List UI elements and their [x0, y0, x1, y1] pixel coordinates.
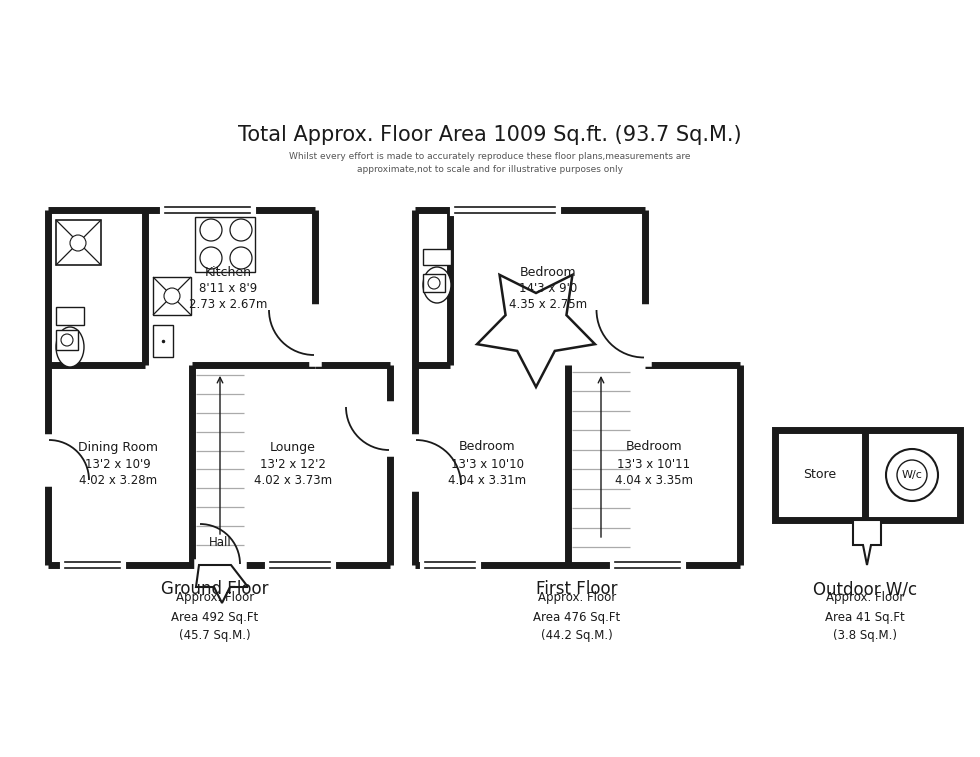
Circle shape	[164, 288, 180, 304]
Text: Store: Store	[804, 469, 837, 481]
Text: Hall: Hall	[209, 535, 231, 549]
Text: 13'3 x 10'11: 13'3 x 10'11	[617, 457, 691, 471]
Text: 13'2 x 12'2: 13'2 x 12'2	[260, 457, 326, 471]
Bar	[56, 220, 101, 265]
Text: Lounge: Lounge	[270, 441, 316, 453]
Text: 8'11 x 8'9: 8'11 x 8'9	[199, 282, 257, 295]
Ellipse shape	[423, 267, 451, 303]
Circle shape	[200, 219, 222, 241]
Text: Approx. Floor
Area 492 Sq.Ft
(45.7 Sq.M.): Approx. Floor Area 492 Sq.Ft (45.7 Sq.M.…	[172, 591, 259, 643]
Bar	[423, 249, 451, 265]
Text: 4.02 x 3.73m: 4.02 x 3.73m	[254, 473, 332, 487]
Bar	[153, 277, 191, 315]
Circle shape	[200, 247, 222, 269]
Circle shape	[886, 449, 938, 501]
Text: Bedroom: Bedroom	[459, 441, 515, 453]
Circle shape	[61, 334, 73, 346]
Bar	[775, 430, 960, 520]
Circle shape	[230, 247, 252, 269]
Polygon shape	[196, 565, 248, 603]
Text: 13'2 x 10'9: 13'2 x 10'9	[85, 457, 151, 471]
Text: Dining Room: Dining Room	[78, 441, 158, 453]
Text: Approx. Floor
Area 476 Sq.Ft
(44.2 Sq.M.): Approx. Floor Area 476 Sq.Ft (44.2 Sq.M.…	[533, 591, 620, 643]
Bar	[195, 217, 255, 272]
Bar	[56, 307, 84, 325]
Text: Bedroom: Bedroom	[519, 266, 576, 279]
Circle shape	[70, 235, 86, 251]
Text: First Floor: First Floor	[536, 580, 617, 598]
Text: Approx. Floor
Area 41 Sq.Ft
(3.8 Sq.M.): Approx. Floor Area 41 Sq.Ft (3.8 Sq.M.)	[825, 591, 905, 643]
Text: 4.04 x 3.31m: 4.04 x 3.31m	[448, 473, 526, 487]
Text: 4.04 x 3.35m: 4.04 x 3.35m	[615, 473, 693, 487]
Text: 13'3 x 10'10: 13'3 x 10'10	[451, 457, 523, 471]
Bar	[56, 330, 78, 350]
Bar	[423, 274, 445, 292]
Text: 4.02 x 3.28m: 4.02 x 3.28m	[79, 473, 157, 487]
Circle shape	[230, 219, 252, 241]
Polygon shape	[853, 520, 881, 565]
Text: Outdoor W/c: Outdoor W/c	[813, 580, 917, 598]
Text: 14'3 x 9'0: 14'3 x 9'0	[518, 282, 577, 295]
Text: Total Approx. Floor Area 1009 Sq.ft. (93.7 Sq.M.): Total Approx. Floor Area 1009 Sq.ft. (93…	[238, 125, 742, 145]
Text: Whilst every effort is made to accurately reproduce these floor plans,measuremen: Whilst every effort is made to accuratel…	[289, 152, 691, 174]
Text: Ground Floor: Ground Floor	[162, 580, 269, 598]
Bar	[153, 325, 173, 357]
Text: W/c: W/c	[902, 470, 922, 480]
Polygon shape	[477, 275, 595, 387]
Text: Bedroom: Bedroom	[625, 441, 682, 453]
Ellipse shape	[56, 327, 84, 367]
Text: Kitchen: Kitchen	[205, 266, 252, 279]
Text: 2.73 x 2.67m: 2.73 x 2.67m	[189, 298, 268, 311]
Circle shape	[428, 277, 440, 289]
Text: 4.35 x 2.75m: 4.35 x 2.75m	[509, 298, 587, 311]
Circle shape	[897, 460, 927, 490]
